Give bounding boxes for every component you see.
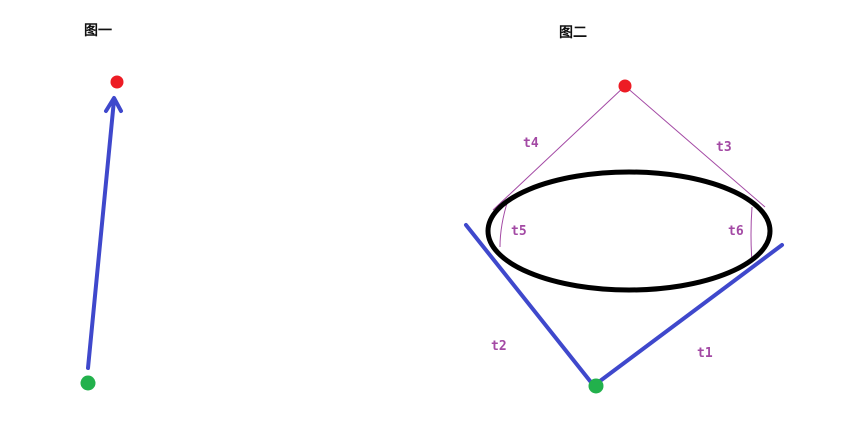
figure2-start-point — [588, 378, 604, 394]
figure1-arrowhead — [104, 96, 123, 113]
path-t2 — [464, 223, 596, 388]
path-t6 — [750, 206, 753, 263]
figure1-end-point — [110, 75, 124, 89]
label-t1: t1 — [697, 346, 713, 361]
label-t2: t2 — [491, 339, 507, 354]
figure2-end-point — [618, 79, 632, 93]
path-t3 — [624, 85, 766, 208]
figure1-direct-arrow — [86, 98, 116, 370]
path-t1 — [594, 243, 784, 386]
label-t5: t5 — [511, 224, 527, 239]
label-t6: t6 — [728, 224, 744, 239]
figure2-title: 图二 — [559, 25, 587, 41]
obstacle-ellipse — [485, 169, 773, 293]
figure1-start-point — [80, 375, 96, 391]
label-t3: t3 — [716, 140, 732, 155]
label-t4: t4 — [523, 136, 539, 151]
figure1-title: 图一 — [84, 23, 112, 39]
path-t4 — [492, 85, 626, 211]
